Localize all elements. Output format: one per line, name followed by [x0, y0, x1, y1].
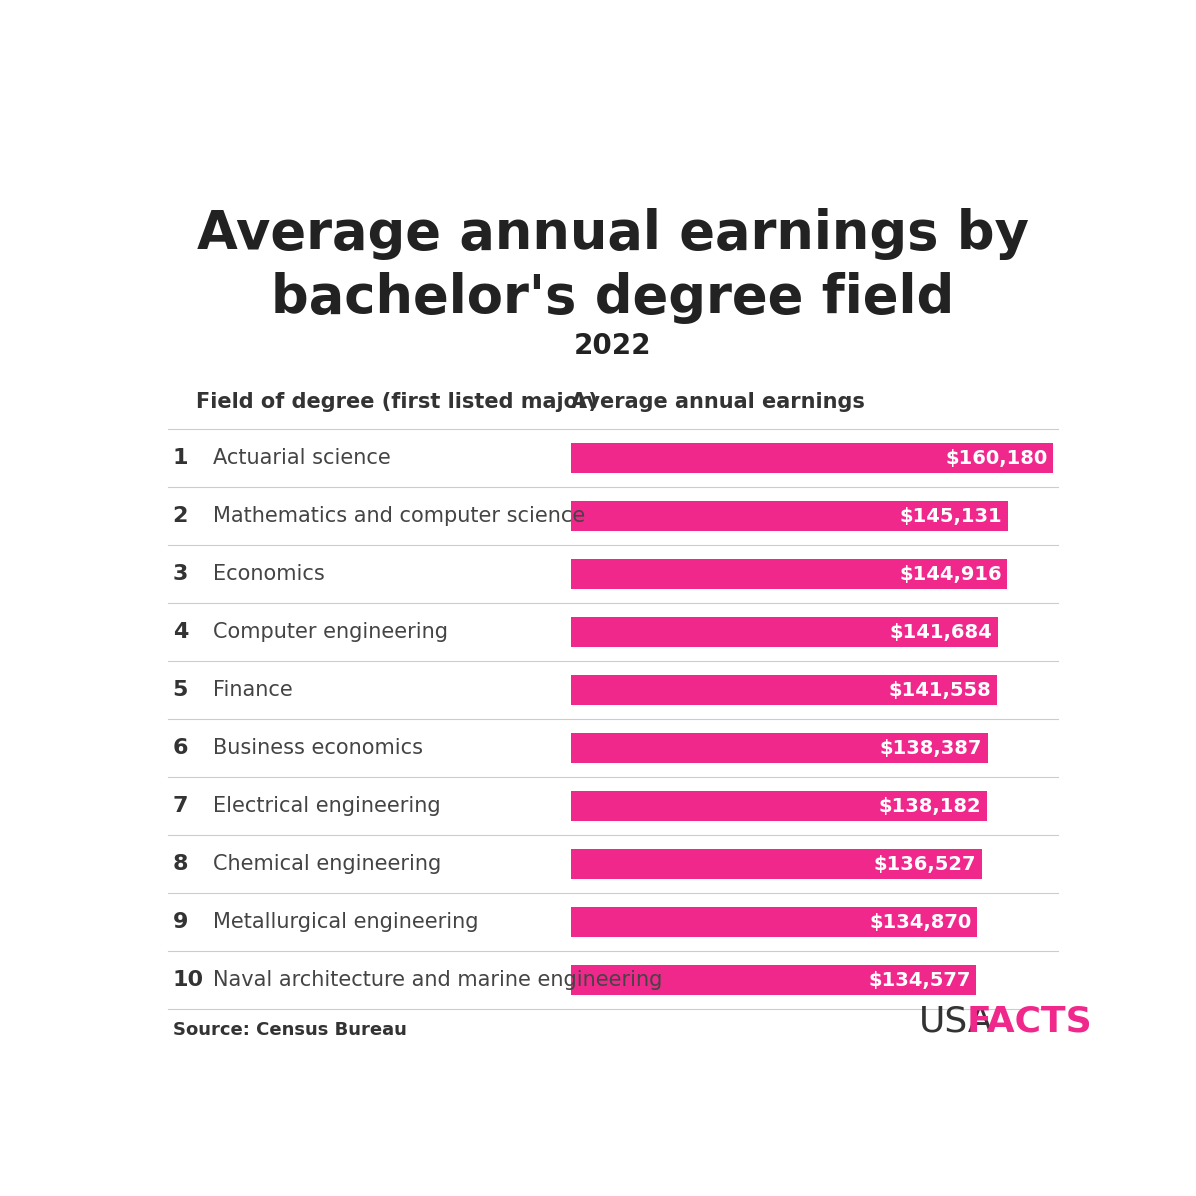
- Text: USA: USA: [919, 1005, 994, 1038]
- Text: 1: 1: [172, 448, 188, 468]
- FancyBboxPatch shape: [572, 849, 982, 879]
- FancyBboxPatch shape: [572, 791, 987, 822]
- FancyBboxPatch shape: [572, 501, 1008, 531]
- Text: 8: 8: [172, 854, 188, 874]
- Text: Electrical engineering: Electrical engineering: [213, 797, 440, 816]
- Text: Source: Census Bureau: Source: Census Bureau: [172, 1020, 407, 1038]
- Text: Chemical engineering: Chemical engineering: [213, 854, 441, 874]
- Text: Economics: Economics: [213, 565, 324, 584]
- FancyBboxPatch shape: [572, 675, 997, 706]
- Text: Mathematics and computer science: Mathematics and computer science: [213, 506, 585, 526]
- Text: $160,180: $160,180: [945, 448, 1048, 468]
- Text: $144,916: $144,916: [899, 565, 1002, 584]
- Text: Field of degree (first listed major): Field of degree (first listed major): [196, 392, 598, 413]
- Text: $145,131: $145,131: [899, 507, 1002, 525]
- Text: Computer engineering: Computer engineering: [213, 622, 447, 642]
- FancyBboxPatch shape: [572, 907, 977, 938]
- Text: 5: 5: [172, 681, 188, 700]
- FancyBboxPatch shape: [572, 965, 976, 995]
- FancyBboxPatch shape: [572, 559, 1007, 590]
- Text: 4: 4: [172, 622, 188, 642]
- Text: 7: 7: [172, 797, 188, 816]
- Text: Metallurgical engineering: Metallurgical engineering: [213, 913, 478, 932]
- Text: Average annual earnings by
bachelor's degree field: Average annual earnings by bachelor's de…: [197, 208, 1029, 324]
- Text: $141,558: $141,558: [889, 681, 991, 700]
- Text: FACTS: FACTS: [968, 1005, 1093, 1038]
- Text: $138,387: $138,387: [880, 739, 982, 757]
- Text: $134,577: $134,577: [868, 971, 971, 989]
- Text: Actuarial science: Actuarial science: [213, 448, 390, 468]
- Text: $141,684: $141,684: [890, 623, 991, 641]
- Text: Finance: Finance: [213, 681, 292, 700]
- FancyBboxPatch shape: [572, 617, 997, 647]
- Text: 9: 9: [172, 913, 188, 932]
- Text: $138,182: $138,182: [879, 797, 982, 816]
- Text: 6: 6: [172, 738, 188, 758]
- Text: Business economics: Business economics: [213, 738, 422, 758]
- Text: 10: 10: [172, 970, 203, 990]
- FancyBboxPatch shape: [572, 733, 988, 763]
- Text: Naval architecture and marine engineering: Naval architecture and marine engineerin…: [213, 970, 661, 990]
- Text: $136,527: $136,527: [874, 855, 976, 873]
- Text: $134,870: $134,870: [869, 913, 971, 932]
- Text: Average annual earnings: Average annual earnings: [572, 392, 865, 413]
- Text: 2: 2: [172, 506, 188, 526]
- FancyBboxPatch shape: [572, 443, 1054, 474]
- Text: 3: 3: [172, 565, 188, 584]
- Text: 2022: 2022: [574, 332, 652, 360]
